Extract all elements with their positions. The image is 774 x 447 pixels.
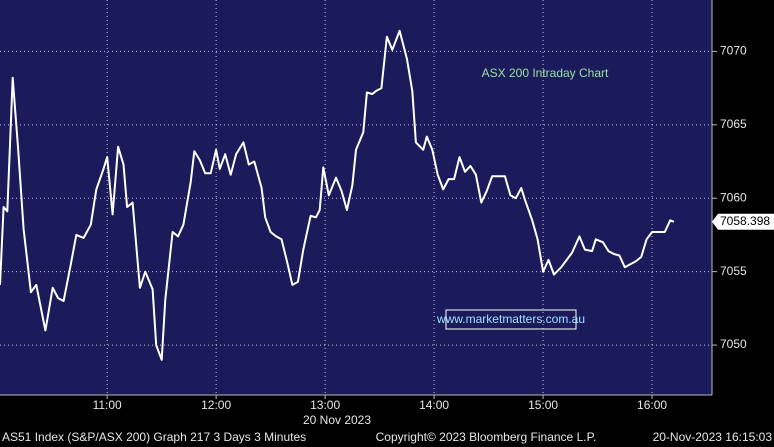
x-tick-label: 14:00 bbox=[419, 398, 449, 412]
y-tick-label: 7070 bbox=[720, 44, 747, 58]
x-tick-label: 13:00 bbox=[310, 398, 340, 412]
last-price-label: 7058.398 bbox=[720, 214, 770, 228]
x-tick-label: 12:00 bbox=[201, 398, 231, 412]
x-tick-label: 11:00 bbox=[93, 398, 122, 412]
y-tick-label: 7060 bbox=[720, 190, 747, 204]
footer-center: Copyright© 2023 Bloomberg Finance L.P. bbox=[376, 430, 597, 444]
y-tick-label: 7055 bbox=[720, 264, 747, 278]
plot-area bbox=[0, 0, 712, 395]
footer-right: 20-Nov-2023 16:15:03 bbox=[653, 430, 773, 444]
last-price-tag bbox=[712, 213, 774, 230]
footer-left: AS51 Index (S&P/ASX 200) Graph 217 3 Day… bbox=[2, 430, 306, 444]
chart-title: ASX 200 Intraday Chart bbox=[482, 66, 609, 80]
y-tick-label: 7050 bbox=[720, 337, 747, 351]
x-tick-label: 16:00 bbox=[637, 398, 667, 412]
x-axis-label: 20 Nov 2023 bbox=[303, 413, 371, 427]
watermark: www.marketmatters.com.au bbox=[436, 312, 585, 326]
price-line bbox=[0, 29, 675, 361]
y-tick-label: 7065 bbox=[720, 117, 747, 131]
x-tick-label: 15:00 bbox=[528, 398, 558, 412]
